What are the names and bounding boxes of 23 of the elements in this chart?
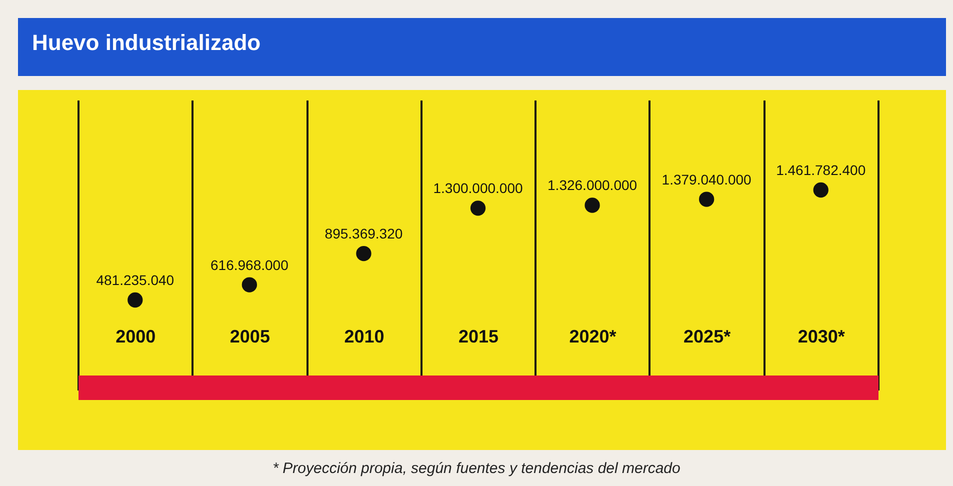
point [698,192,714,207]
point [356,246,372,262]
data-label: 1.379.040.000 [662,171,752,188]
point [470,200,486,216]
chart-title: Huevo industrializado [18,18,946,76]
x-tick-label: 2020* [569,326,616,346]
point [242,277,258,292]
data-label: 1.300.000.000 [433,180,523,196]
x-tick-label: 2010 [344,326,384,346]
point [128,292,143,308]
x-tick-label: 2025* [684,326,731,346]
x-tick-label: 2030* [798,326,845,346]
point [584,198,600,213]
point [813,182,828,198]
x-tick-label: 2000 [116,326,156,346]
text: * Proyección propia, según fuentes y tendencias del mercado [272,460,682,477]
data-label: 1.461.782.400 [776,162,866,178]
x-tick-label: 2005 [230,326,270,346]
x-tick-label: 2015 [458,326,499,346]
data-label: 895.369.320 [324,226,403,242]
data-label: 616.968.000 [210,256,289,273]
data-label: 481.235.040 [96,272,174,288]
data-label: 1.326.000.000 [548,177,638,194]
